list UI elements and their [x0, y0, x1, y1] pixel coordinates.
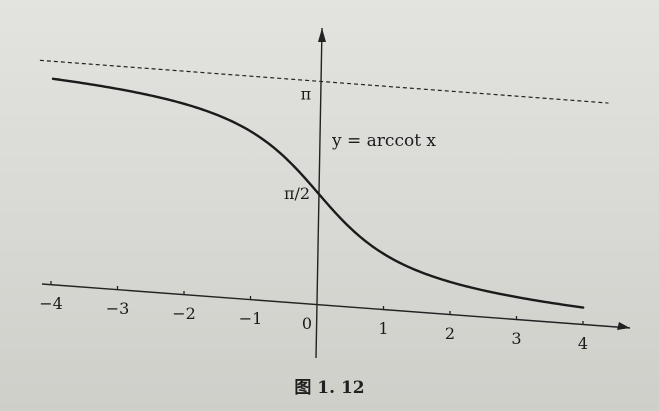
x-tick-labels: −4 −3 −2 −1 0 1 2 3 4 [39, 294, 588, 353]
figure-caption: 图 1. 12 [294, 378, 365, 398]
asymptote-line [39, 59, 609, 104]
x-tick-label: 1 [378, 319, 388, 338]
function-label: y = arccot x [331, 131, 436, 151]
x-tick-label: −3 [106, 299, 130, 318]
x-tick-label: −4 [39, 294, 63, 313]
x-tick-label: 0 [302, 314, 312, 333]
x-tick-label: 3 [511, 329, 521, 348]
x-axis [41, 283, 631, 329]
x-axis-arrow [617, 322, 630, 330]
x-tick-label: 4 [578, 334, 588, 353]
x-tick-label: −2 [172, 304, 196, 323]
x-tick-label: 2 [445, 324, 455, 343]
x-tick-marks [50, 281, 584, 325]
y-tick-label: π [301, 84, 312, 103]
y-tick-labels: π π/2 [284, 84, 311, 203]
arccot-curve [51, 77, 585, 309]
y-axis-arrow [318, 28, 326, 42]
x-tick-label: −1 [239, 309, 263, 328]
y-tick-label: π/2 [284, 184, 310, 203]
axes [41, 27, 631, 359]
